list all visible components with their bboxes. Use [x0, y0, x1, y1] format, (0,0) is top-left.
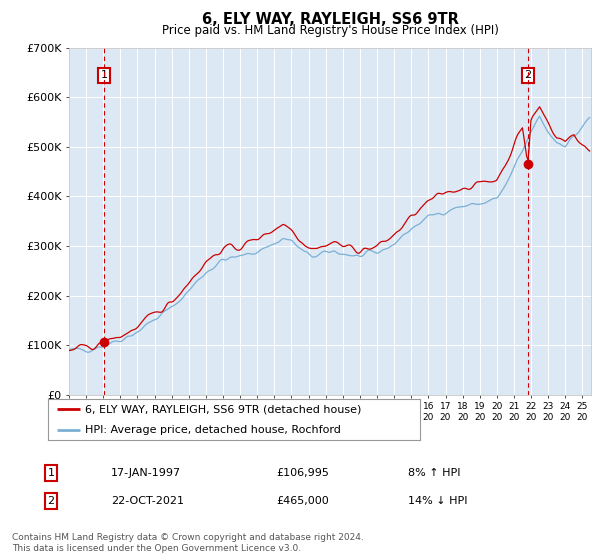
Text: Price paid vs. HM Land Registry's House Price Index (HPI): Price paid vs. HM Land Registry's House …: [161, 24, 499, 36]
Text: 22-OCT-2021: 22-OCT-2021: [111, 496, 184, 506]
Text: 2: 2: [524, 71, 532, 81]
Text: 1: 1: [100, 71, 107, 81]
Text: £465,000: £465,000: [276, 496, 329, 506]
Text: HPI: Average price, detached house, Rochford: HPI: Average price, detached house, Roch…: [85, 424, 341, 435]
Text: 14% ↓ HPI: 14% ↓ HPI: [408, 496, 467, 506]
Text: 1: 1: [47, 468, 55, 478]
Text: 6, ELY WAY, RAYLEIGH, SS6 9TR (detached house): 6, ELY WAY, RAYLEIGH, SS6 9TR (detached …: [85, 404, 362, 414]
Text: 6, ELY WAY, RAYLEIGH, SS6 9TR: 6, ELY WAY, RAYLEIGH, SS6 9TR: [202, 12, 458, 27]
Text: £106,995: £106,995: [276, 468, 329, 478]
Text: 8% ↑ HPI: 8% ↑ HPI: [408, 468, 461, 478]
Text: Contains HM Land Registry data © Crown copyright and database right 2024.
This d: Contains HM Land Registry data © Crown c…: [12, 533, 364, 553]
Text: 17-JAN-1997: 17-JAN-1997: [111, 468, 181, 478]
Text: 2: 2: [47, 496, 55, 506]
